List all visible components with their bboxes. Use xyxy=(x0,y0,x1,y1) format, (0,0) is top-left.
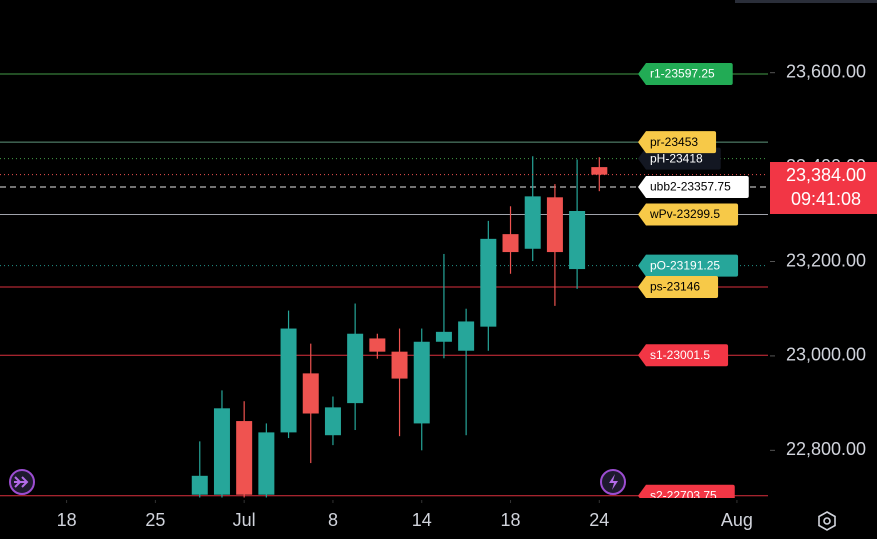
level-tag xyxy=(638,62,733,85)
candle-body xyxy=(280,328,297,433)
y-tick-label: 23,200.00 xyxy=(786,250,866,270)
level-tag xyxy=(638,254,739,277)
x-tick-label: 25 xyxy=(145,510,165,530)
candle-body xyxy=(213,408,230,495)
candle-body xyxy=(413,341,430,424)
level-tag xyxy=(638,344,729,367)
candle-body xyxy=(569,211,586,270)
x-tick-label: Aug xyxy=(721,510,753,530)
y-tick-label: 23,600.00 xyxy=(786,61,866,81)
countdown: 09:41:08 xyxy=(791,189,861,209)
y-tick-label: 22,800.00 xyxy=(786,439,866,459)
candle-body xyxy=(391,351,408,379)
x-tick-label: 18 xyxy=(501,510,521,530)
price-label: 23,384.00 xyxy=(786,165,866,185)
x-tick-label: 24 xyxy=(589,510,609,530)
x-tick-label: 18 xyxy=(57,510,77,530)
replay-icon[interactable] xyxy=(9,469,35,495)
level-label: ps-23146 xyxy=(650,280,700,294)
candle-body xyxy=(369,338,386,352)
candle-body xyxy=(480,238,497,327)
price-tag xyxy=(770,162,877,214)
level-label: pH-23418 xyxy=(650,151,703,165)
level-label: wPv-23299.5 xyxy=(649,207,720,221)
level-label: ubb2-23357.75 xyxy=(650,180,731,194)
candle-body xyxy=(435,331,452,342)
level-tag xyxy=(638,176,749,199)
candle-body xyxy=(502,234,519,253)
candle-body xyxy=(524,196,541,249)
top-bar xyxy=(735,0,877,3)
level-label: r1-23597.25 xyxy=(650,67,715,81)
lightning-icon[interactable] xyxy=(600,469,626,495)
candle-body xyxy=(302,373,319,414)
candle-body xyxy=(458,321,475,351)
x-tick-label: 14 xyxy=(412,510,432,530)
x-tick-label: 8 xyxy=(328,510,338,530)
level-tags: pH-23418 r1-23597.25 pr-23453 ubb2-23357.75… xyxy=(638,62,749,502)
settings-icon[interactable] xyxy=(818,511,836,531)
candle-body xyxy=(258,432,275,495)
candle-body xyxy=(324,407,341,436)
level-label: pr-23453 xyxy=(650,135,698,149)
level-label: s1-23001.5 xyxy=(650,348,710,362)
y-tick-label: 23,000.00 xyxy=(786,345,866,365)
candle-body xyxy=(191,475,208,495)
level-tag xyxy=(638,484,735,498)
level-label: s2-22703.75 xyxy=(650,488,717,502)
level-tag xyxy=(638,203,739,226)
candle-body xyxy=(591,167,608,175)
candle-body xyxy=(347,333,364,404)
candle-body xyxy=(546,197,563,253)
candle-body xyxy=(236,421,253,495)
level-tag xyxy=(638,147,721,170)
level-tag xyxy=(638,275,719,298)
plot: 18 25 Jul 8 14 18 24 Aug pH-23418 r1-23597.25 pr-2… xyxy=(0,62,775,530)
level-label: pO-23191.25 xyxy=(650,258,720,272)
x-tick-label: Jul xyxy=(233,510,256,530)
level-tag xyxy=(638,131,717,154)
